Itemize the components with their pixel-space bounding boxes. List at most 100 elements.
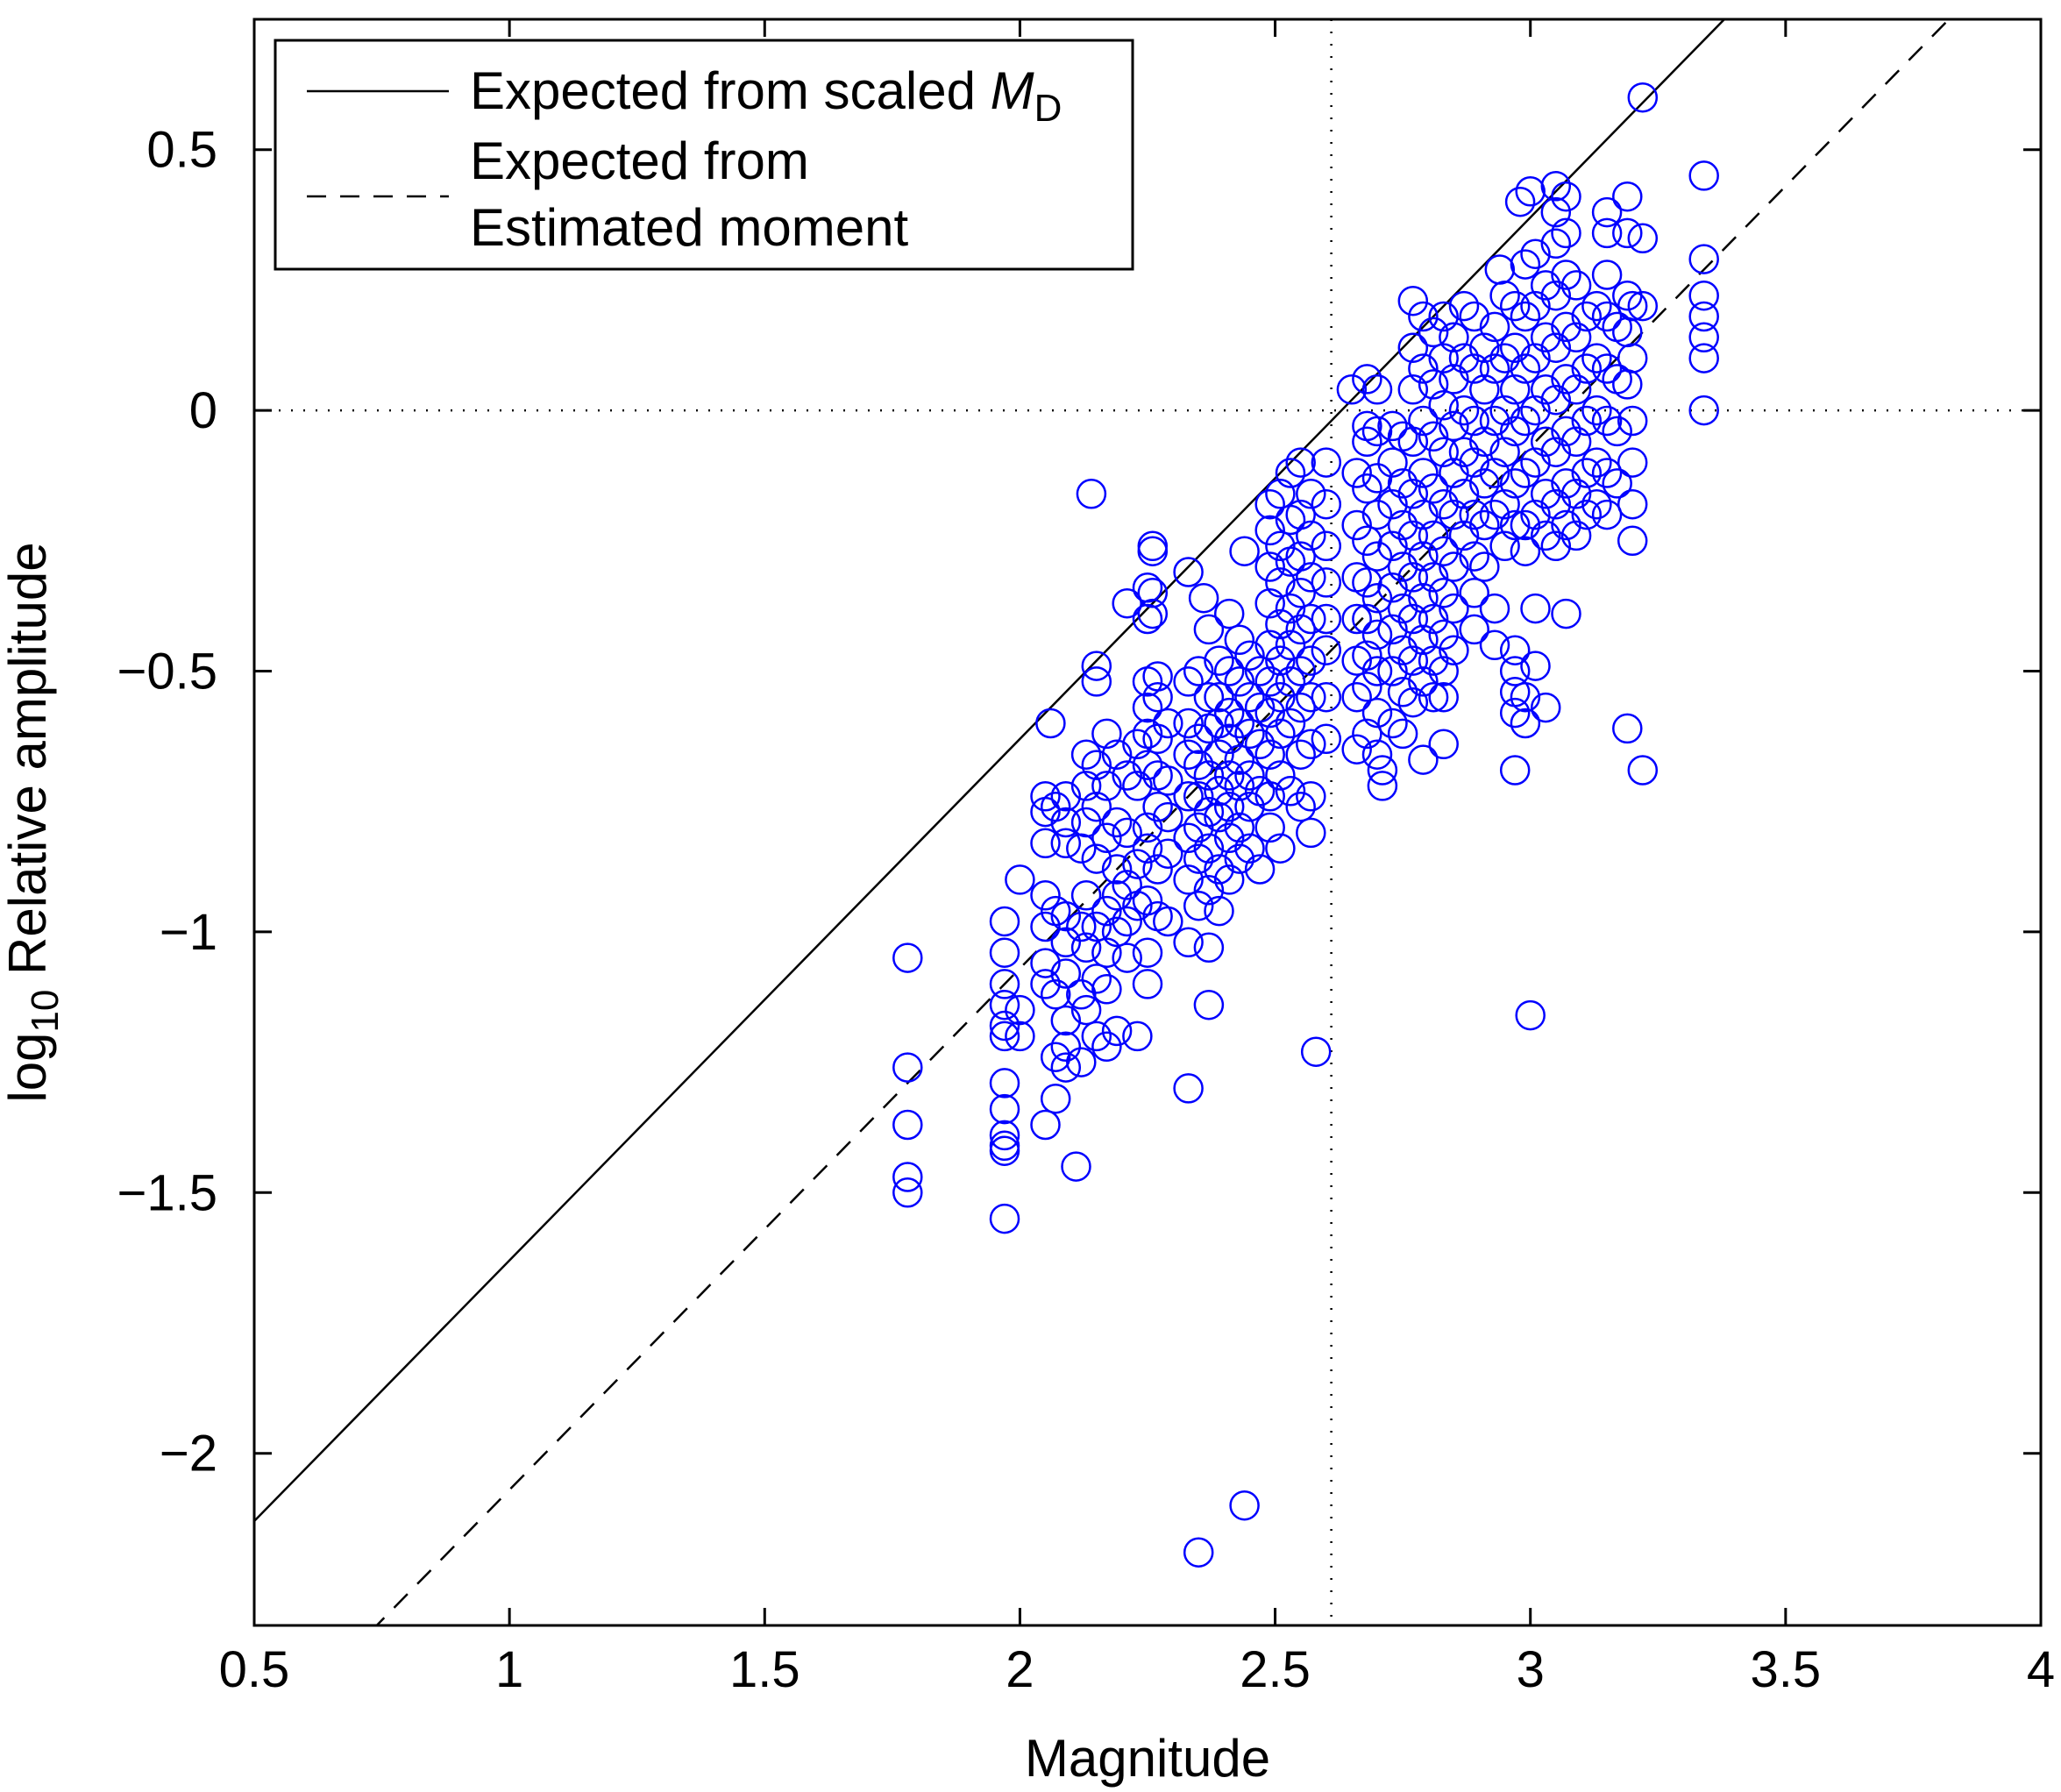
data-point — [1101, 807, 1133, 838]
data-point — [1081, 791, 1112, 822]
data-point — [1296, 603, 1326, 635]
data-point — [1224, 744, 1255, 775]
data-point — [1254, 488, 1285, 520]
data-point — [1081, 750, 1112, 780]
data-point — [1091, 937, 1122, 968]
data-point — [1005, 994, 1035, 1026]
data-point — [1122, 729, 1153, 760]
data-point — [1070, 880, 1102, 911]
data-point — [1204, 776, 1234, 807]
data-point — [1428, 536, 1459, 566]
data-point — [1520, 651, 1551, 681]
y-tick-label: 0 — [189, 382, 217, 439]
data-point — [1397, 603, 1429, 635]
data-point — [1428, 619, 1459, 651]
data-point — [1499, 697, 1531, 729]
data-point — [1530, 322, 1561, 353]
data-point — [1213, 791, 1245, 822]
data-point — [1234, 718, 1265, 750]
data-point — [1469, 551, 1500, 582]
data-point — [1183, 812, 1214, 843]
data-point — [1499, 416, 1531, 447]
data-point — [1617, 447, 1648, 478]
data-point — [1101, 739, 1133, 770]
y-tick-label: −0.5 — [117, 644, 218, 700]
data-point — [1581, 395, 1612, 426]
data-point — [1397, 520, 1429, 551]
data-point — [1627, 223, 1659, 254]
data-point — [1367, 771, 1398, 801]
data-point — [1050, 900, 1082, 932]
data-point — [1361, 619, 1393, 651]
data-point — [1076, 479, 1107, 509]
data-point — [1581, 447, 1612, 478]
data-point — [1408, 499, 1439, 530]
data-point — [1377, 656, 1408, 686]
data-point — [1459, 301, 1489, 332]
data-point — [1275, 593, 1306, 624]
data-point — [1387, 551, 1418, 582]
data-point — [1361, 541, 1393, 572]
data-point — [1530, 270, 1561, 301]
data-point — [1132, 937, 1163, 968]
data-point — [1193, 760, 1225, 791]
data-point — [1296, 781, 1326, 812]
data-point — [1377, 447, 1408, 478]
data-point — [1510, 301, 1541, 332]
data-point — [1489, 343, 1520, 373]
data-point — [1035, 708, 1066, 739]
data-point — [1050, 1031, 1082, 1063]
data-point — [1132, 750, 1163, 780]
data-point — [1229, 536, 1260, 566]
data-point — [1408, 666, 1439, 697]
data-point — [1361, 697, 1393, 729]
data-point — [1418, 520, 1449, 551]
data-point — [1030, 948, 1061, 978]
data-point — [1387, 635, 1418, 665]
data-point — [1254, 812, 1285, 843]
data-point — [1499, 332, 1531, 363]
data-point — [1551, 181, 1581, 212]
x-tick-label: 3 — [1517, 1641, 1545, 1698]
data-point — [1448, 437, 1480, 467]
data-point — [1311, 723, 1342, 755]
data-point — [1265, 833, 1296, 864]
legend-box — [274, 39, 1134, 271]
data-point — [1204, 739, 1234, 770]
data-point — [1254, 629, 1285, 661]
data-point — [1234, 833, 1265, 864]
data-point — [1520, 593, 1551, 624]
data-point — [1285, 541, 1316, 572]
data-point — [1244, 854, 1276, 885]
data-point — [1153, 708, 1183, 739]
data-point — [1265, 479, 1296, 509]
data-point — [1193, 875, 1225, 906]
data-point — [1688, 395, 1719, 426]
data-point — [1397, 285, 1429, 316]
x-tick-label: 2.5 — [1240, 1641, 1311, 1698]
data-point — [1361, 582, 1393, 614]
data-point — [1204, 801, 1234, 833]
data-point — [1101, 916, 1133, 948]
data-point — [1101, 854, 1133, 885]
y-tick-label: 0.5 — [146, 122, 217, 179]
data-point — [1300, 1036, 1332, 1067]
legend-dashed-line1: Expected from — [470, 132, 809, 190]
data-point — [1275, 776, 1306, 807]
data-point — [1428, 488, 1459, 520]
data-point — [1112, 760, 1142, 791]
data-point — [1030, 969, 1061, 999]
data-point — [1341, 509, 1372, 541]
data-point — [1510, 249, 1541, 280]
data-point — [1459, 447, 1489, 478]
tick-labels: 0.5 1 1.5 2 2.5 3 3.5 4 0.5 0 −0.5 −1 −1.5 −2 — [117, 122, 2056, 1698]
data-point — [1311, 447, 1342, 478]
data-point — [1352, 640, 1382, 671]
data-point — [1551, 217, 1581, 249]
data-point — [1030, 911, 1061, 942]
data-point — [1540, 196, 1572, 228]
y-label-subscript: 10 — [24, 990, 67, 1033]
data-point — [1122, 849, 1153, 879]
data-point — [1254, 781, 1285, 812]
data-point — [1479, 629, 1510, 661]
